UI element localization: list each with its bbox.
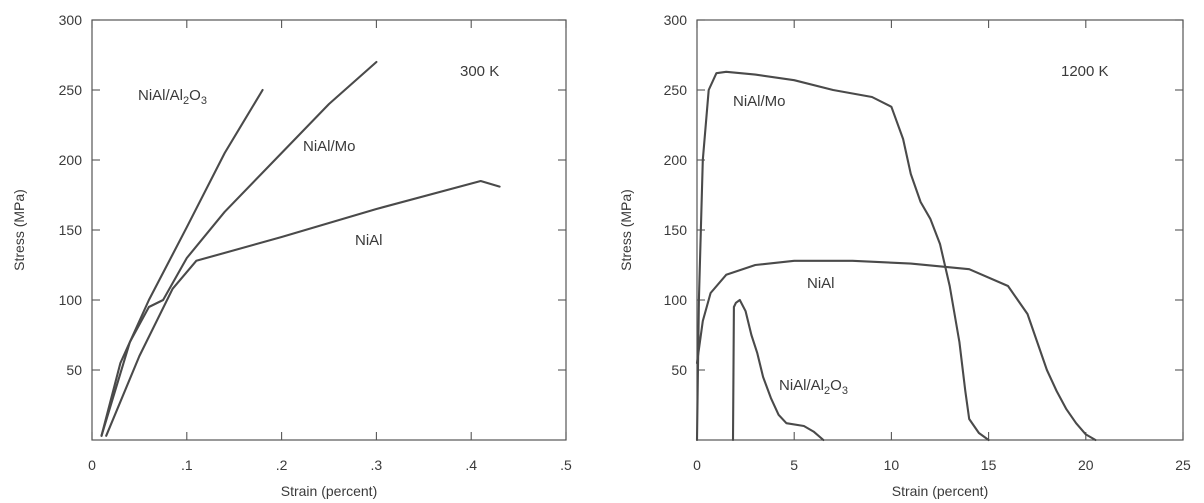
series-label-nial: NiAl — [355, 232, 383, 249]
series-line-nial — [695, 259, 1097, 442]
x-tick-label: 5 — [790, 457, 798, 473]
plot-frame — [91, 19, 567, 441]
plot-frame — [696, 19, 1184, 441]
series-line-nial — [105, 179, 501, 437]
x-tick-label: 10 — [884, 457, 900, 473]
y-tick-label: 250 — [664, 82, 688, 98]
series-label-nial-mo: NiAl/Mo — [303, 138, 356, 155]
x-tick-label: 25 — [1175, 457, 1191, 473]
chart-panel-1: 0 .1 .2 .3 .4 .5 50 100 150 200 250 300 Strain (perc… — [11, 12, 572, 499]
series-label-nial-al2o3: NiAl/Al2O3 — [138, 87, 207, 107]
x-tick-label: 20 — [1078, 457, 1094, 473]
series-label-part: 2 — [824, 385, 830, 397]
y-tick-label: 250 — [59, 82, 83, 98]
x-tick-label: .1 — [181, 457, 193, 473]
x-tick-label: 15 — [981, 457, 997, 473]
y-axis-label: Stress (MPa) — [618, 189, 634, 271]
series-label-part: 2 — [183, 95, 189, 107]
series-label-part: O — [189, 87, 201, 104]
y-tick-label: 300 — [664, 12, 688, 28]
x-tick-label: .5 — [560, 457, 572, 473]
series-label-part: 3 — [201, 95, 207, 107]
series-line-nial-al2o3 — [731, 298, 825, 442]
x-axis-label: Strain (percent) — [281, 483, 377, 499]
y-tick-label: 200 — [664, 152, 688, 168]
chart-panel-2: 0 5 10 15 20 25 50 100 150 200 250 300 Strain (perce… — [618, 12, 1191, 499]
temperature-label: 300 K — [460, 63, 499, 80]
y-tick-label: 50 — [66, 362, 82, 378]
series-label-nial-mo: NiAl/Mo — [733, 93, 786, 110]
series-label-part: NiAl/Al — [138, 87, 183, 104]
y-tick-label: 150 — [59, 222, 83, 238]
x-tick-label: 0 — [88, 457, 96, 473]
series-label-nial-al2o3: NiAl/Al2O3 — [779, 377, 848, 397]
x-tick-label: .2 — [276, 457, 288, 473]
temperature-label: 1200 K — [1061, 63, 1109, 80]
x-axis-label: Strain (percent) — [892, 483, 988, 499]
y-axis-label: Stress (MPa) — [11, 189, 27, 271]
series-label-nial: NiAl — [807, 275, 835, 292]
series-line-nial-mo — [695, 70, 990, 442]
series-line-nial-al2o3 — [100, 88, 264, 437]
x-tick-label: .4 — [465, 457, 477, 473]
y-tick-label: 100 — [59, 292, 83, 308]
x-tick-label: 0 — [693, 457, 701, 473]
y-tick-label: 100 — [664, 292, 688, 308]
y-tick-label: 50 — [671, 362, 687, 378]
series-label-part: O — [830, 377, 842, 394]
series-line-nial-mo — [100, 60, 378, 437]
y-tick-label: 200 — [59, 152, 83, 168]
series-label-part: NiAl/Al — [779, 377, 824, 394]
x-tick-label: .3 — [371, 457, 383, 473]
series-label-part: 3 — [842, 385, 848, 397]
y-tick-label: 300 — [59, 12, 83, 28]
y-tick-label: 150 — [664, 222, 688, 238]
